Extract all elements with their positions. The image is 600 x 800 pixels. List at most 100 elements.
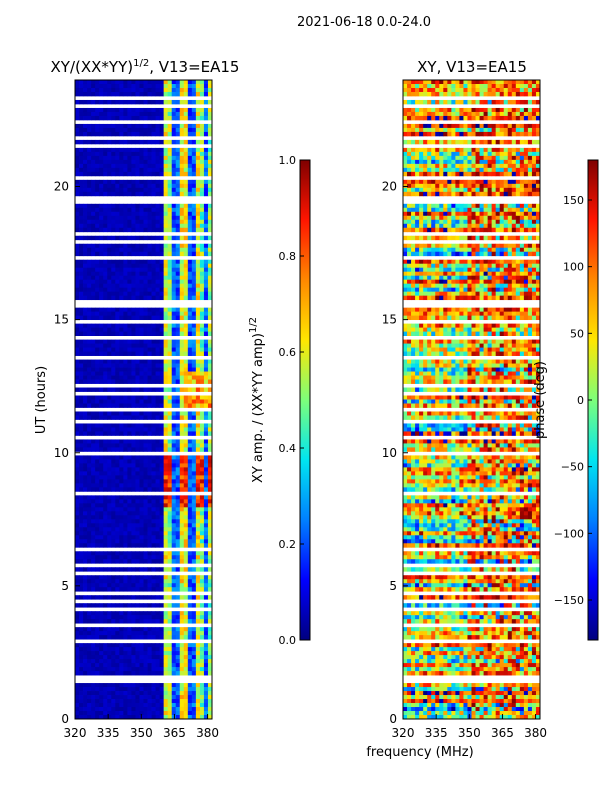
heatmap-cell	[79, 80, 84, 85]
heatmap-cell	[195, 323, 201, 329]
heatmap-cell	[103, 387, 108, 392]
heatmap-cell	[135, 655, 140, 660]
heatmap-cell	[123, 439, 128, 444]
heatmap-cell	[535, 115, 541, 121]
heatmap-cell	[127, 699, 132, 704]
heatmap-cell	[111, 427, 116, 432]
heatmap-cell	[87, 267, 92, 273]
heatmap-cell	[79, 339, 84, 344]
heatmap-cell	[187, 399, 193, 404]
heatmap-cell	[207, 611, 213, 616]
heatmap-cell	[107, 179, 112, 185]
heatmap-cell	[135, 263, 140, 269]
heatmap-cell	[163, 603, 169, 608]
heatmap-cell	[179, 523, 185, 528]
heatmap-cell	[131, 323, 136, 329]
heatmap-cell	[483, 147, 489, 153]
heatmap-cell	[139, 699, 144, 704]
heatmap-cell	[479, 127, 484, 133]
heatmap-cell	[95, 123, 100, 129]
heatmap-cell	[103, 551, 108, 556]
heatmap-cell	[103, 151, 108, 157]
heatmap-cell	[159, 663, 165, 668]
heatmap-cell	[175, 359, 181, 364]
heatmap-cell	[127, 543, 132, 548]
heatmap-cell	[111, 243, 116, 249]
heatmap-cell	[99, 611, 104, 616]
heatmap-cell	[99, 87, 104, 93]
heatmap-cell	[111, 263, 116, 269]
heatmap-cell	[79, 279, 84, 285]
heatmap-cell	[411, 131, 416, 137]
heatmap-cell	[163, 127, 169, 133]
heatmap-cell	[187, 291, 193, 297]
heatmap-cell	[435, 131, 440, 137]
heatmap-cell	[499, 91, 505, 97]
heatmap-cell	[187, 99, 193, 105]
heatmap-cell	[183, 555, 189, 560]
heatmap-cell	[139, 359, 144, 364]
heatmap-cell	[159, 227, 165, 233]
heatmap-cell	[523, 91, 529, 97]
heatmap-cell	[75, 511, 80, 516]
heatmap-cell	[111, 399, 116, 404]
heatmap-cell	[135, 83, 140, 89]
heatmap-cell	[203, 463, 209, 468]
heatmap-cell	[187, 379, 193, 384]
heatmap-cell	[151, 359, 156, 364]
heatmap-cell	[75, 667, 80, 672]
heatmap-cell	[419, 87, 424, 93]
heatmap-cell	[431, 131, 436, 137]
heatmap-cell	[155, 131, 161, 137]
heatmap-cell	[479, 151, 484, 157]
heatmap-cell	[75, 235, 80, 241]
heatmap-cell	[107, 487, 112, 492]
heatmap-cell	[203, 707, 209, 712]
heatmap-cell	[431, 83, 436, 89]
heatmap-cell	[143, 527, 148, 532]
heatmap-cell	[203, 111, 209, 117]
heatmap-cell	[151, 523, 156, 528]
heatmap-cell	[135, 367, 140, 372]
heatmap-cell	[443, 115, 448, 121]
heatmap-cell	[103, 259, 108, 265]
heatmap-cell	[83, 459, 88, 464]
heatmap-cell	[127, 595, 132, 600]
heatmap-cell	[131, 275, 136, 281]
heatmap-cell	[87, 507, 92, 512]
heatmap-cell	[115, 411, 120, 416]
heatmap-cell	[75, 307, 80, 313]
heatmap-cell	[139, 555, 144, 560]
heatmap-cell	[127, 403, 132, 408]
heatmap-cell	[171, 503, 177, 508]
heatmap-cell	[459, 131, 464, 137]
heatmap-cell	[171, 535, 177, 540]
heatmap-cell	[83, 219, 88, 225]
heatmap-cell	[183, 707, 189, 712]
heatmap-cell	[463, 87, 468, 93]
heatmap-cell	[115, 443, 120, 448]
heatmap-cell	[75, 459, 80, 464]
heatmap-cell	[163, 575, 169, 580]
heatmap-cell	[87, 543, 92, 548]
heatmap-cell	[123, 403, 128, 408]
heatmap-cell	[467, 139, 472, 145]
heatmap-cell	[79, 263, 84, 269]
heatmap-cell	[427, 171, 432, 177]
heatmap-cell	[179, 663, 185, 668]
heatmap-cell	[139, 647, 144, 652]
heatmap-cell	[99, 167, 104, 173]
heatmap-cell	[95, 695, 100, 700]
heatmap-cell	[203, 367, 209, 372]
heatmap-cell	[187, 403, 193, 408]
heatmap-cell	[187, 651, 193, 656]
heatmap-cell	[479, 171, 484, 177]
heatmap-cell	[83, 327, 88, 333]
heatmap-cell	[119, 523, 124, 528]
heatmap-cell	[167, 611, 173, 616]
heatmap-cell	[471, 99, 476, 105]
heatmap-cell	[187, 359, 193, 364]
heatmap-cell	[187, 455, 193, 460]
heatmap-cell	[131, 211, 136, 217]
heatmap-cell	[75, 647, 80, 652]
